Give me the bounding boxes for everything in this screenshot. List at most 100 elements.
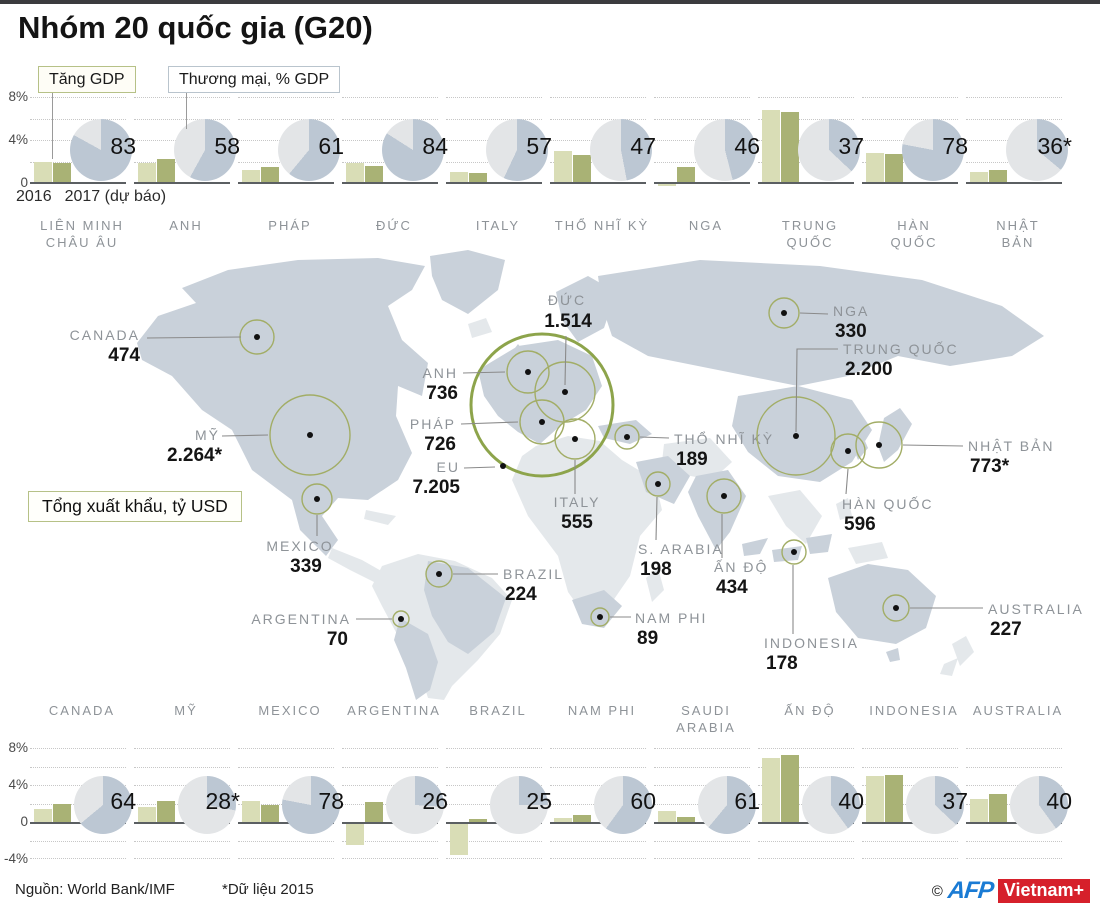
gridline bbox=[238, 748, 334, 749]
gdp-bar-2017 bbox=[781, 755, 799, 822]
gridline bbox=[654, 118, 750, 120]
bubble-circle bbox=[706, 478, 742, 514]
marker-country-name: MEXICO bbox=[266, 538, 333, 554]
country-chart-anh: 58 ANH bbox=[134, 97, 240, 247]
bubble-dot bbox=[655, 481, 661, 487]
gdp-bar-2016 bbox=[970, 798, 988, 822]
country-chart-trung-quốc: 37 TRUNG QUỐC bbox=[758, 97, 864, 250]
source-text: Nguồn: World Bank/IMF bbox=[15, 881, 175, 898]
trade-value: 40 bbox=[1046, 788, 1072, 814]
footnote-text: *Dữ liệu 2015 bbox=[222, 881, 314, 898]
map-marker-đức: ĐỨC 1.514 bbox=[534, 292, 596, 423]
world-map: CANADA 474 MỸ 2.264* EU 7.205 ANH 736 PHÁP 726 ĐỨC… bbox=[70, 250, 1084, 700]
legend-gdp-connector-line bbox=[52, 93, 53, 159]
marker-export-value: 189 bbox=[676, 449, 708, 470]
gdp-bar-2017 bbox=[365, 165, 383, 182]
trade-pie bbox=[694, 119, 756, 181]
country-chart-nhật-bản: 36* NHẬT BẢN bbox=[966, 97, 1072, 250]
gridline bbox=[134, 97, 230, 98]
gridline bbox=[238, 785, 334, 786]
zero-axis-line bbox=[550, 182, 646, 184]
gridline bbox=[446, 748, 542, 749]
gridline bbox=[758, 748, 854, 749]
leader-line bbox=[146, 336, 242, 339]
map-marker-australia: AUSTRALIA 227 bbox=[882, 594, 1084, 640]
y-axis-label: 0 bbox=[20, 814, 28, 829]
country-chart-mexico: 78 MEXICO bbox=[238, 700, 344, 872]
gdp-bar-plot: 83 bbox=[30, 97, 136, 184]
gridline bbox=[862, 840, 958, 842]
zero-axis-line bbox=[134, 182, 230, 184]
gdp-bar-plot: 28* bbox=[134, 748, 240, 859]
zero-axis-line bbox=[862, 182, 958, 184]
marker-export-value: 726 bbox=[424, 434, 456, 455]
y-axis-label: -4% bbox=[3, 851, 28, 866]
trade-value: 61 bbox=[318, 133, 344, 159]
gridline bbox=[342, 840, 438, 842]
marker-country-name: EU bbox=[437, 459, 460, 475]
gridline bbox=[342, 118, 438, 120]
gridline bbox=[550, 97, 646, 98]
bubble-circle bbox=[506, 350, 550, 394]
trade-pie bbox=[278, 119, 340, 181]
marker-export-value: 198 bbox=[640, 559, 672, 580]
bubble-dot bbox=[539, 419, 545, 425]
trade-value: 25 bbox=[526, 788, 552, 814]
zero-axis-line bbox=[342, 182, 438, 184]
trade-value: 28* bbox=[205, 788, 240, 814]
map-marker-eu: EU 7.205 bbox=[412, 459, 506, 498]
marker-country-name: MỸ bbox=[195, 427, 220, 443]
trade-value: 37 bbox=[838, 133, 864, 159]
trade-pie bbox=[906, 776, 964, 834]
eu-total-bubble-circle bbox=[469, 332, 615, 478]
country-chart-saudi-arabia: 61 SAUDI ARABIA bbox=[654, 700, 760, 872]
marker-country-name: AUSTRALIA bbox=[988, 601, 1084, 617]
x-axis-tick-labels: 2016 2017 (dự báo) bbox=[16, 188, 179, 206]
bubble-circle bbox=[645, 471, 671, 497]
trade-pie bbox=[1010, 776, 1068, 834]
country-chart-ấn độ: 40 ẤN ĐỘ bbox=[758, 700, 864, 872]
gridline bbox=[550, 118, 646, 120]
zero-axis-line bbox=[862, 822, 958, 824]
zero-axis-line bbox=[966, 182, 1062, 184]
map-marker-mỹ: MỸ 2.264* bbox=[167, 394, 351, 476]
gridline bbox=[654, 840, 750, 842]
bubble-circle bbox=[882, 594, 910, 622]
zero-axis-line bbox=[342, 822, 438, 824]
bubble-circle bbox=[301, 483, 333, 515]
trade-pie bbox=[594, 776, 652, 834]
gridline bbox=[30, 840, 126, 842]
trade-pie bbox=[798, 119, 860, 181]
bubble-dot bbox=[314, 496, 320, 502]
zero-axis-line bbox=[30, 182, 126, 184]
marker-country-name: NAM PHI bbox=[635, 610, 707, 626]
marker-country-name: S. ARABIA bbox=[638, 541, 724, 557]
marker-country-name: TRUNG QUỐC bbox=[843, 340, 959, 357]
country-label: LIÊN MINH CHÂU ÂU bbox=[40, 218, 124, 250]
gdp-bar-plot: 26 bbox=[342, 748, 448, 859]
gridline bbox=[862, 766, 958, 768]
trade-pie bbox=[74, 776, 132, 834]
trade-pie bbox=[282, 776, 340, 834]
bubble-dot bbox=[876, 442, 882, 448]
vietnamplus-logo-text: Vietnam+ bbox=[997, 879, 1090, 903]
trade-pie bbox=[486, 119, 548, 181]
gridline bbox=[966, 840, 1062, 842]
gdp-bar-2016 bbox=[34, 161, 52, 182]
country-chart-argentina: 26 ARGENTINA bbox=[342, 700, 448, 872]
trade-value: 83 bbox=[110, 133, 136, 159]
leader-line bbox=[221, 434, 269, 437]
marker-export-value: 736 bbox=[426, 383, 458, 404]
trade-pie bbox=[178, 776, 236, 834]
trade-value: 61 bbox=[734, 788, 760, 814]
gridline bbox=[862, 785, 958, 786]
gridline bbox=[446, 858, 542, 859]
trade-pie bbox=[382, 119, 444, 181]
gridline bbox=[758, 858, 854, 859]
gdp-bar-2017 bbox=[261, 166, 279, 182]
x-tick: 2016 bbox=[16, 188, 52, 205]
trade-value: 57 bbox=[526, 133, 552, 159]
gdp-bar-2017 bbox=[677, 166, 695, 182]
gridline bbox=[758, 118, 854, 120]
bubble-dot bbox=[525, 369, 531, 375]
